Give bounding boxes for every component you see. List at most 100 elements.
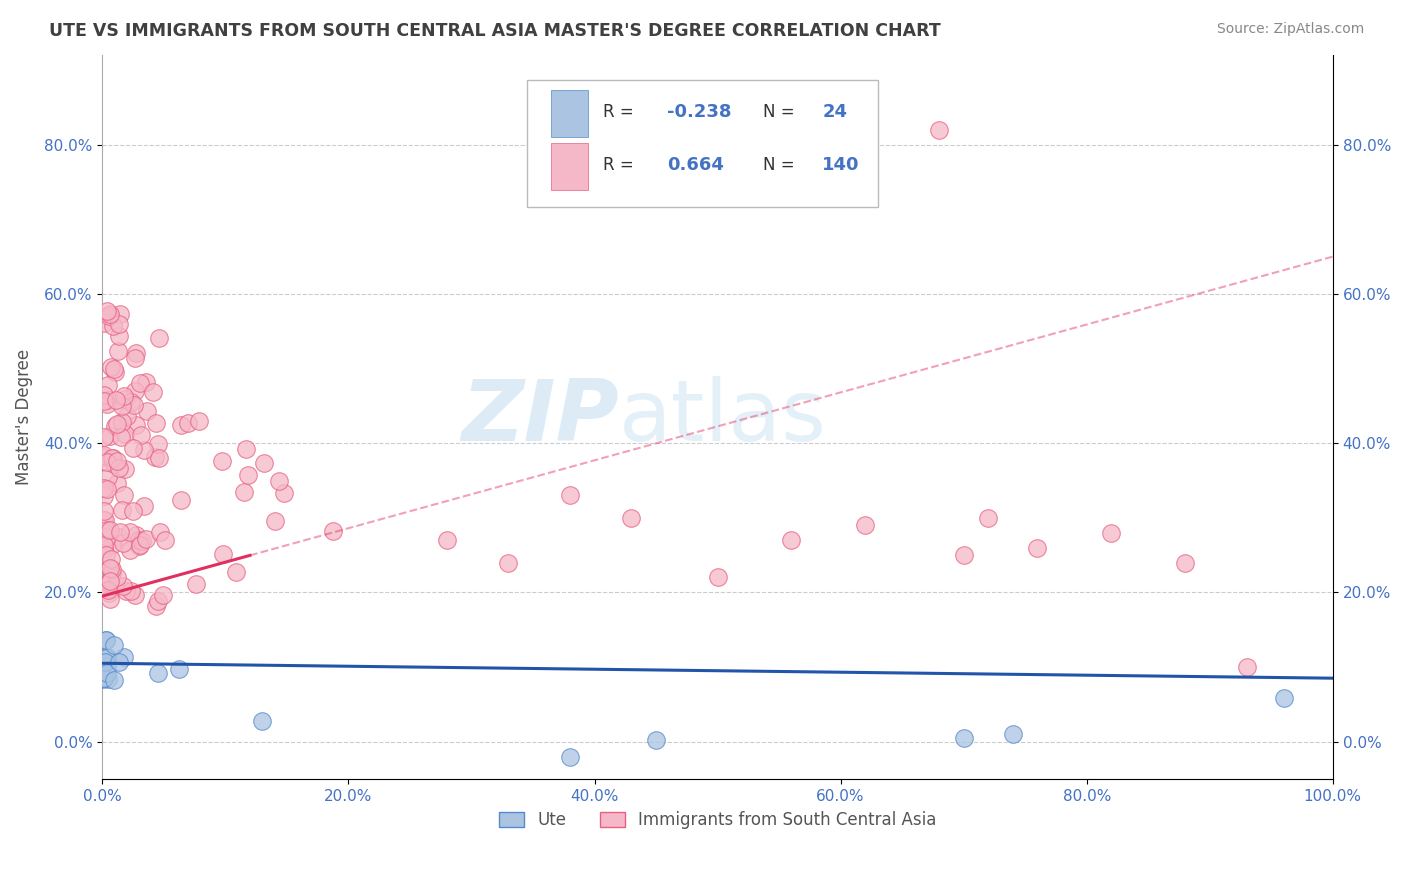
Point [110, 307, 132, 321]
Point [177, 416, 200, 430]
Text: N =: N = [763, 155, 800, 174]
Point [96, 548, 118, 562]
Point [96, 531, 118, 545]
Point [235, 442, 257, 456]
Point [252, 714, 274, 728]
Point [952, 548, 974, 562]
Point [146, 665, 169, 680]
Point [97, 672, 120, 686]
Point [93, 388, 115, 402]
Point [1236, 660, 1258, 674]
Point [122, 441, 145, 455]
Point [112, 389, 135, 403]
Point [135, 376, 157, 390]
Point [97, 469, 120, 483]
Point [167, 662, 190, 676]
Point [100, 572, 122, 586]
Point [96, 482, 118, 496]
Point [135, 532, 157, 546]
Point [132, 442, 155, 457]
Point [125, 418, 148, 433]
Point [225, 565, 247, 579]
Point [98, 310, 121, 324]
Point [125, 527, 148, 541]
Point [93, 393, 115, 408]
Point [94, 632, 117, 647]
Point [148, 331, 170, 345]
Point [93, 316, 115, 330]
Point [108, 525, 131, 540]
Point [93, 671, 115, 685]
Point [114, 462, 136, 476]
Point [112, 488, 135, 502]
Point [114, 427, 136, 442]
Point [103, 361, 125, 376]
Y-axis label: Master's Degree: Master's Degree [15, 349, 32, 485]
Text: 140: 140 [823, 155, 859, 174]
Point [97, 377, 120, 392]
Point [94, 513, 117, 527]
Point [112, 579, 135, 593]
Point [108, 461, 131, 475]
Point [98, 575, 121, 590]
Point [128, 539, 150, 553]
Point [121, 503, 143, 517]
Point [211, 547, 233, 561]
Point [120, 395, 142, 409]
Point [149, 525, 172, 540]
Text: -0.238: -0.238 [666, 103, 731, 121]
Point [105, 392, 128, 407]
Point [91, 665, 114, 679]
Text: N =: N = [763, 103, 800, 121]
Point [620, 510, 643, 524]
Point [253, 455, 276, 469]
Point [100, 359, 122, 374]
Legend: Ute, Immigrants from South Central Asia: Ute, Immigrants from South Central Asia [492, 805, 943, 836]
Point [211, 454, 233, 468]
Point [120, 525, 142, 540]
Point [112, 535, 135, 549]
Point [146, 594, 169, 608]
Point [101, 566, 124, 581]
Point [188, 414, 211, 428]
Point [115, 409, 138, 424]
Point [91, 672, 114, 686]
Point [236, 467, 259, 482]
Point [120, 583, 142, 598]
Point [101, 538, 124, 552]
Point [111, 502, 134, 516]
Point [558, 749, 581, 764]
Point [146, 437, 169, 451]
Point [94, 655, 117, 669]
Point [928, 122, 950, 136]
Point [129, 428, 152, 442]
Point [155, 533, 177, 548]
Point [105, 570, 128, 584]
Point [1026, 541, 1049, 555]
Text: 24: 24 [823, 103, 848, 121]
Point [1272, 691, 1295, 706]
Point [112, 650, 135, 665]
Point [1099, 525, 1122, 540]
Point [145, 416, 167, 430]
Point [100, 450, 122, 465]
Text: R =: R = [603, 155, 640, 174]
Point [93, 450, 115, 464]
Point [780, 533, 803, 548]
Text: Source: ZipAtlas.com: Source: ZipAtlas.com [1216, 22, 1364, 37]
Point [118, 543, 141, 558]
Point [152, 588, 174, 602]
Point [128, 538, 150, 552]
Point [129, 376, 152, 390]
Point [96, 633, 118, 648]
Point [977, 510, 1000, 524]
Point [136, 403, 159, 417]
Point [267, 474, 290, 488]
FancyBboxPatch shape [551, 143, 588, 190]
Point [96, 658, 118, 673]
Point [101, 318, 124, 333]
Point [97, 583, 120, 598]
Point [186, 577, 208, 591]
Point [103, 638, 125, 652]
Point [98, 524, 121, 538]
